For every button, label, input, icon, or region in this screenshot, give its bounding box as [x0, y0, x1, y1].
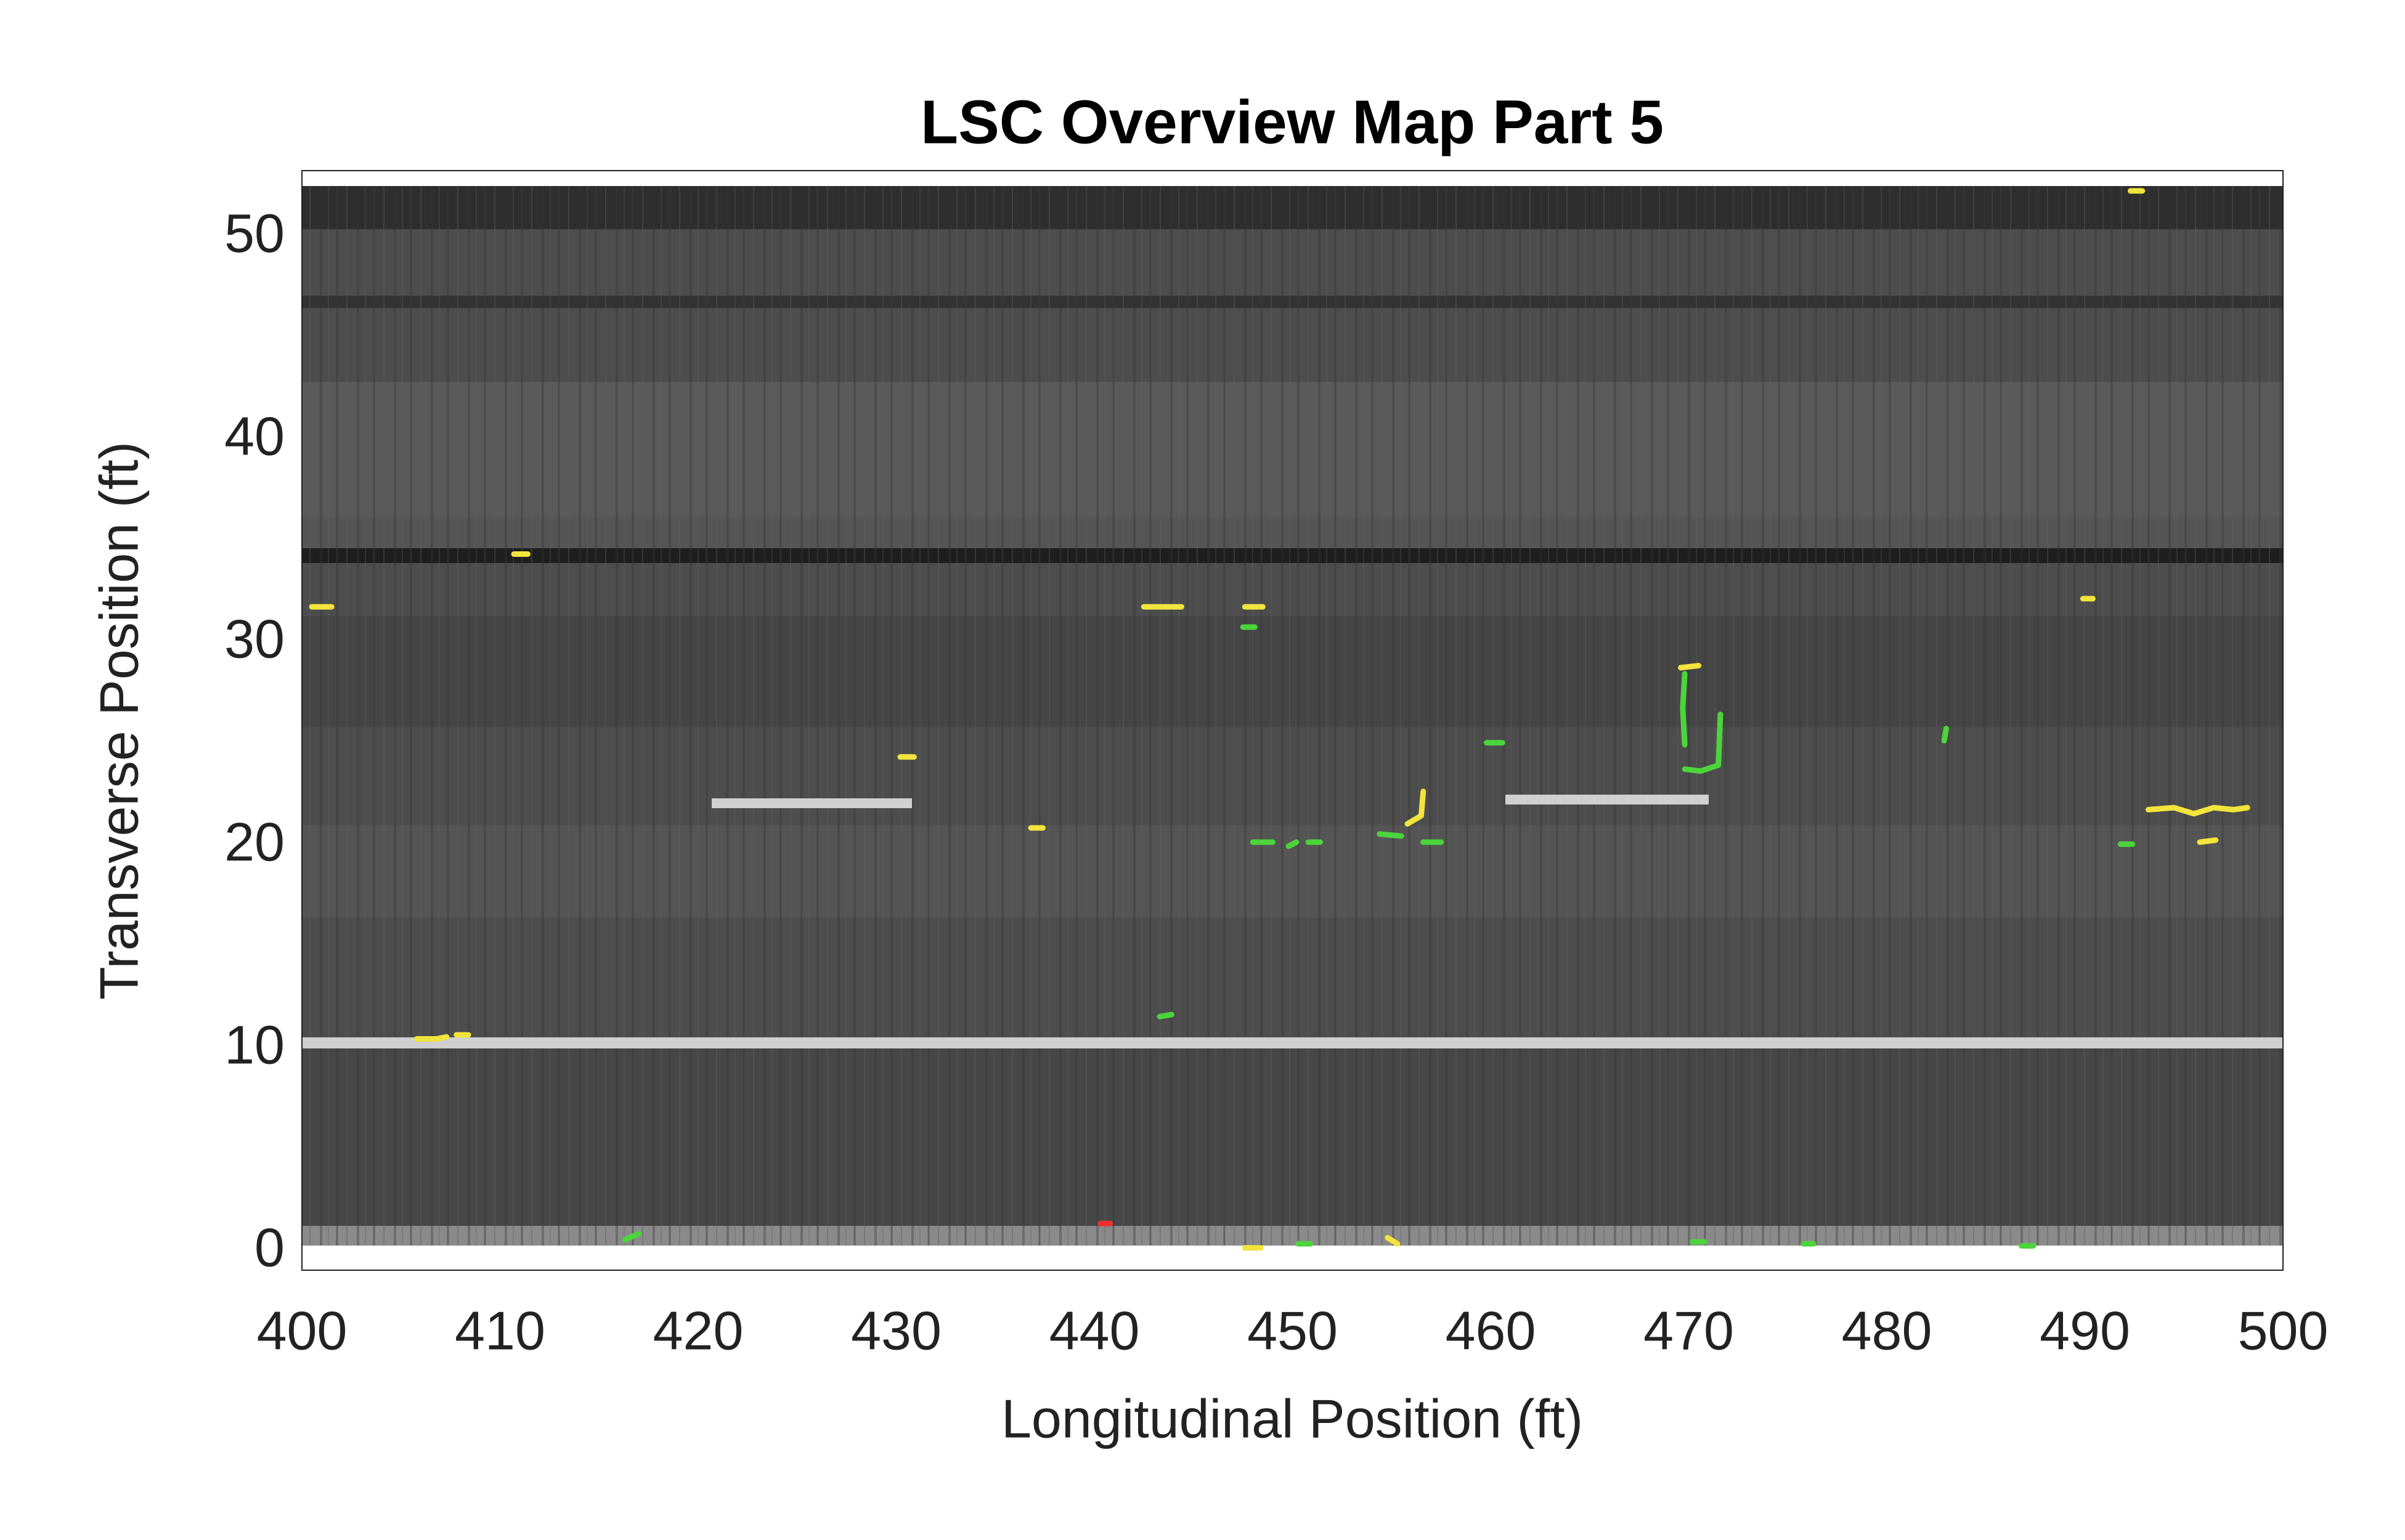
- x-tick-label: 400: [257, 1300, 348, 1361]
- crack: [2197, 837, 2219, 845]
- x-tick-label: 490: [2040, 1300, 2130, 1361]
- lane-line: [302, 1037, 2283, 1048]
- crack: [1678, 663, 1702, 671]
- x-axis-label: Longitudinal Position (ft): [1001, 1388, 1583, 1449]
- x-tick-label: 450: [1247, 1300, 1338, 1361]
- pavement: [302, 171, 2283, 1270]
- lane-dash: [1505, 795, 1709, 804]
- x-tick-label: 460: [1446, 1300, 1536, 1361]
- crack: [1157, 1011, 1174, 1019]
- y-tick-label: 10: [224, 1014, 285, 1075]
- y-tick-label: 0: [254, 1217, 285, 1278]
- crack: [622, 1231, 642, 1243]
- x-tick-label: 470: [1643, 1300, 1734, 1361]
- plot-frame: [301, 170, 2284, 1271]
- crack: [1385, 1234, 1401, 1247]
- crack: [1377, 831, 1404, 839]
- pavement-texture: [302, 186, 2283, 1246]
- x-tick-label: 500: [2238, 1300, 2329, 1361]
- x-tick-label: 430: [851, 1300, 942, 1361]
- lane-dash: [712, 798, 912, 808]
- crack: [1404, 788, 1426, 827]
- x-tick-label: 410: [455, 1300, 545, 1361]
- y-axis-label: Transverse Position (ft): [88, 442, 149, 1000]
- crack: [1941, 726, 1949, 744]
- crack: [2145, 804, 2250, 817]
- crack: [1285, 839, 1300, 849]
- crack: [413, 1034, 450, 1042]
- x-tick-label: 440: [1049, 1300, 1140, 1361]
- y-tick-label: 20: [224, 811, 285, 872]
- y-tick-label: 30: [224, 609, 285, 670]
- cracks: [309, 188, 2250, 1251]
- x-tick-label: 480: [1842, 1300, 1932, 1361]
- chart-title: LSC Overview Map Part 5: [921, 87, 1664, 156]
- crack: [1682, 711, 1723, 774]
- y-tick-label: 40: [224, 405, 285, 466]
- y-tick-label: 50: [224, 203, 285, 264]
- crack: [1680, 671, 1688, 748]
- x-tick-label: 420: [653, 1300, 744, 1361]
